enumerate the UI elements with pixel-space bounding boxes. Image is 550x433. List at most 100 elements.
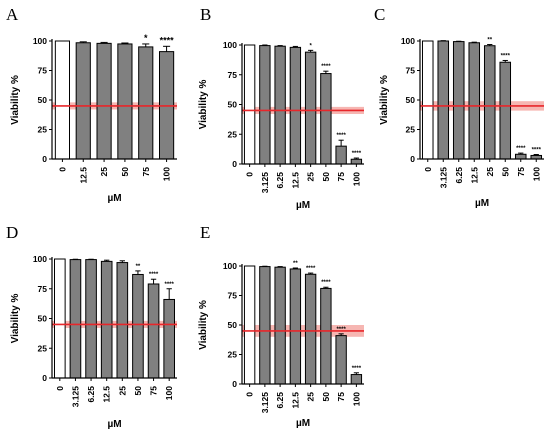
bar-5 [132, 273, 144, 379]
panel-a: A 0 12.5 25 50 * 75 **** 100 0 25 50 75 100 Viability … [6, 5, 177, 204]
bar-5 [320, 73, 332, 165]
bar-7 [350, 158, 363, 165]
panel-letter: E [200, 223, 210, 242]
bar-1 [259, 45, 271, 165]
significance-label: * [309, 43, 312, 49]
significance-label: **** [501, 53, 511, 59]
bar-2 [274, 266, 286, 385]
x-axis-title: µM [296, 200, 310, 211]
x-tick-label: 0 [245, 172, 255, 177]
bar-0 [54, 258, 66, 379]
bar-4 [116, 262, 129, 379]
x-tick-label: 0 [245, 392, 255, 397]
y-axis-title: Viability % [379, 75, 390, 125]
bar-7 [350, 374, 363, 385]
y-tick-label: 25 [38, 125, 48, 135]
x-tick-label: 6.25 [86, 386, 96, 403]
significance-label: **** [160, 35, 175, 45]
x-tick-label: 12.5 [469, 167, 479, 184]
bar-4 [138, 46, 154, 160]
y-tick-label: 25 [228, 350, 238, 360]
bar-2 [452, 41, 465, 160]
x-tick-label: 75 [516, 167, 526, 177]
significance-label: **** [516, 146, 526, 152]
x-tick-label: 50 [500, 167, 510, 177]
bar-3 [289, 46, 302, 165]
y-tick-label: 25 [406, 125, 416, 135]
x-tick-label: 75 [141, 167, 151, 177]
x-tick-label: 25 [99, 167, 109, 177]
y-tick-label: 75 [38, 66, 48, 76]
significance-label: **** [321, 64, 331, 70]
bar-3 [468, 42, 481, 160]
x-tick-label: 3.125 [438, 167, 448, 189]
x-tick-label: 50 [120, 167, 130, 177]
significance-label: **** [352, 151, 362, 157]
y-axis-title: Viability % [198, 300, 209, 350]
x-tick-label: 3.125 [260, 392, 270, 414]
y-tick-label: 0 [410, 154, 415, 164]
x-tick-label: 100 [351, 172, 361, 186]
y-tick-label: 100 [223, 40, 237, 50]
bar-0 [54, 40, 70, 160]
significance-label: ** [487, 38, 492, 44]
y-axis-title: Viability % [10, 293, 21, 343]
bar-2 [85, 259, 97, 379]
y-axis-title: Viability % [198, 79, 209, 129]
x-tick-label: 100 [351, 392, 361, 406]
significance-label: **** [321, 280, 331, 286]
significance-label: * [144, 33, 148, 43]
x-tick-label: 50 [133, 386, 143, 396]
x-tick-label: 0 [423, 167, 433, 172]
y-tick-label: 50 [228, 320, 238, 330]
x-tick-label: 50 [321, 392, 331, 402]
y-tick-label: 0 [232, 159, 237, 169]
panel-letter: C [374, 5, 385, 24]
bar-4 [304, 273, 317, 385]
x-tick-label: 25 [306, 172, 316, 182]
y-tick-label: 25 [228, 129, 238, 139]
significance-label: **** [532, 148, 542, 154]
x-tick-label: 3.125 [260, 172, 270, 194]
bar-6 [147, 283, 160, 379]
panel-b: B 0 3.125 6.25 12.5 * 25 **** 50 **** 75 **** 100 0 25… [198, 5, 364, 211]
bar-2 [274, 45, 286, 165]
bar-0 [243, 265, 256, 385]
bar-4 [304, 51, 317, 165]
y-tick-label: 100 [33, 36, 47, 46]
y-tick-label: 50 [38, 95, 48, 105]
bar-6 [514, 153, 527, 160]
bar-4 [483, 45, 496, 160]
y-tick-label: 50 [228, 100, 238, 110]
panel-letter: D [6, 223, 18, 242]
x-tick-label: 100 [164, 386, 174, 400]
significance-label: **** [306, 266, 316, 272]
bar-3 [289, 268, 302, 385]
bar-0 [243, 44, 256, 165]
bar-3 [117, 43, 133, 160]
bar-1 [75, 42, 91, 160]
panel-d: D 0 3.125 6.25 12.5 25 ** 50 **** 75 **** 100 0 25 50 7… [6, 223, 177, 430]
bar-1 [259, 266, 271, 385]
significance-label: **** [165, 282, 175, 288]
panel-letter: B [200, 5, 211, 24]
x-tick-label: 12.5 [290, 172, 300, 189]
y-tick-label: 0 [42, 373, 47, 383]
y-tick-label: 100 [33, 254, 47, 264]
bar-7 [163, 298, 175, 379]
y-tick-label: 75 [228, 291, 238, 301]
y-tick-label: 0 [232, 379, 237, 389]
significance-label: **** [149, 272, 159, 278]
bar-3 [100, 260, 113, 379]
y-tick-label: 0 [42, 154, 47, 164]
y-tick-label: 100 [223, 261, 237, 271]
x-axis-title: µM [475, 198, 489, 209]
x-tick-label: 6.25 [454, 167, 464, 184]
y-tick-label: 75 [228, 70, 238, 80]
x-tick-label: 75 [336, 392, 346, 402]
x-tick-label: 6.25 [275, 392, 285, 409]
x-tick-label: 25 [306, 392, 316, 402]
x-tick-label: 25 [117, 386, 127, 396]
bar-0 [421, 40, 434, 160]
